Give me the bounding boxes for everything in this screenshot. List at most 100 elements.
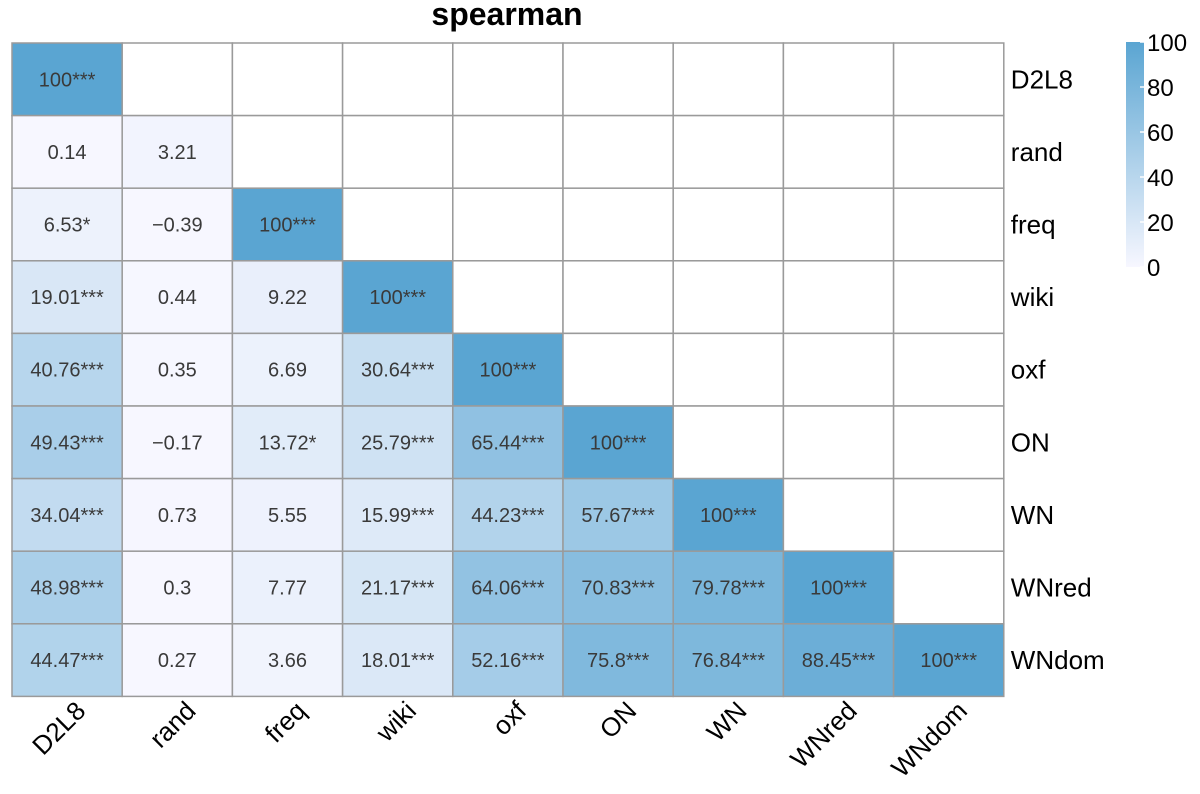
cell-value-label: 25.79*** <box>361 432 435 454</box>
cell-value-label: 40.76*** <box>30 360 104 382</box>
cell-wndom-wn <box>672 623 785 698</box>
empty-cell <box>452 260 564 335</box>
cell-wn-wn <box>672 477 785 552</box>
cell-value-label: 3.66 <box>268 650 307 672</box>
row-label-wiki: wiki <box>1010 282 1054 312</box>
cell-value-label: 9.22 <box>268 287 307 309</box>
empty-cell <box>782 332 895 407</box>
cell-on-oxf <box>452 405 564 480</box>
empty-cell <box>562 187 674 262</box>
cell-value-label: 100*** <box>39 69 96 91</box>
empty-cell <box>672 42 785 117</box>
cell-value-label: 57.67*** <box>581 505 655 527</box>
empty-cell <box>782 477 895 552</box>
chart-title: spearman <box>431 0 582 32</box>
legend-tick-label: 40 <box>1147 165 1174 192</box>
empty-cell <box>562 114 674 189</box>
cell-rand-rand <box>121 114 234 189</box>
cell-value-label: 18.01*** <box>361 650 435 672</box>
cell-value-label: 15.99*** <box>361 505 435 527</box>
cell-value-label: 44.23*** <box>471 505 545 527</box>
column-label-wnred: WNred <box>784 695 862 773</box>
empty-cell <box>892 187 1005 262</box>
cell-value-label: 49.43*** <box>30 432 104 454</box>
cell-value-label: 48.98*** <box>30 578 104 600</box>
cell-value-label: 19.01*** <box>30 287 104 309</box>
empty-cell <box>892 42 1005 117</box>
cell-value-label: 0.44 <box>158 287 197 309</box>
cell-rand-d2l8 <box>11 114 123 189</box>
row-label-wn: WN <box>1011 500 1054 530</box>
row-label-freq: freq <box>1011 210 1056 240</box>
legend-tick-label: 60 <box>1147 120 1174 147</box>
cell-on-rand <box>121 405 234 480</box>
row-label-wndom: WNdom <box>1011 645 1105 675</box>
cell-value-label: 75.8*** <box>587 650 649 672</box>
cell-value-label: 21.17*** <box>361 578 435 600</box>
empty-cell <box>341 187 454 262</box>
empty-cell <box>231 42 344 117</box>
heatmap-cells: 100*** 0.14 3.21 6.53* −0.39 100*** 19.01*** 0.… <box>11 42 1005 698</box>
cell-wndom-on <box>562 623 674 698</box>
cell-wiki-wiki <box>341 260 454 335</box>
cell-wndom-freq <box>231 623 344 698</box>
cell-value-label: 34.04*** <box>30 505 104 527</box>
cell-value-label: 64.06*** <box>471 578 545 600</box>
cell-wiki-rand <box>121 260 234 335</box>
cell-value-label: 79.78*** <box>692 578 766 600</box>
cell-value-label: 88.45*** <box>802 650 876 672</box>
cell-value-label: 100*** <box>700 505 757 527</box>
cell-wndom-wndom <box>892 623 1005 698</box>
empty-cell <box>672 260 785 335</box>
cell-value-label: 70.83*** <box>581 578 655 600</box>
column-label-freq: freq <box>259 695 312 748</box>
cell-wn-on <box>562 477 674 552</box>
cell-on-on <box>562 405 674 480</box>
legend-color-bar <box>1126 42 1144 267</box>
cell-wndom-rand <box>121 623 234 698</box>
empty-cell <box>892 260 1005 335</box>
column-labels: D2L8 rand freq wiki oxf ON WN WNred WNdom <box>26 695 973 783</box>
row-label-oxf: oxf <box>1011 355 1046 385</box>
cell-value-label: 7.77 <box>268 578 307 600</box>
empty-cell <box>341 42 454 117</box>
cell-value-label: 100*** <box>590 432 647 454</box>
empty-cell <box>892 332 1005 407</box>
cell-wnred-wnred <box>782 550 895 625</box>
empty-cell <box>782 42 895 117</box>
empty-cell <box>892 114 1005 189</box>
row-label-wnred: WNred <box>1011 573 1092 603</box>
cell-value-label: 6.69 <box>268 360 307 382</box>
empty-cell <box>782 260 895 335</box>
cell-wn-rand <box>121 477 234 552</box>
cell-value-label: 5.55 <box>268 505 307 527</box>
cell-d2l8-d2l8 <box>11 42 123 117</box>
empty-cell <box>892 477 1005 552</box>
cell-value-label: 0.35 <box>158 360 197 382</box>
column-label-on: ON <box>594 695 643 744</box>
empty-cell <box>672 114 785 189</box>
cell-wndom-wiki <box>341 623 454 698</box>
cell-on-wiki <box>341 405 454 480</box>
cell-value-label: 65.44*** <box>471 432 545 454</box>
cell-wndom-d2l8 <box>11 623 123 698</box>
column-label-d2l8: D2L8 <box>26 695 91 760</box>
cell-value-label: 0.73 <box>158 505 197 527</box>
empty-cell <box>562 332 674 407</box>
cell-value-label: 30.64*** <box>361 360 435 382</box>
legend-tick-label: 20 <box>1147 210 1174 237</box>
cell-freq-freq <box>231 187 344 262</box>
column-label-wn: WN <box>701 695 753 747</box>
cell-value-label: 0.27 <box>158 650 197 672</box>
cell-oxf-rand <box>121 332 234 407</box>
row-label-on: ON <box>1011 427 1050 457</box>
cell-value-label: 100*** <box>920 650 977 672</box>
cell-wn-wiki <box>341 477 454 552</box>
empty-cell <box>452 114 564 189</box>
empty-cell <box>341 114 454 189</box>
empty-cell <box>121 42 234 117</box>
cell-value-label: −0.17 <box>152 432 203 454</box>
empty-cell <box>452 187 564 262</box>
cell-wnred-freq <box>231 550 344 625</box>
